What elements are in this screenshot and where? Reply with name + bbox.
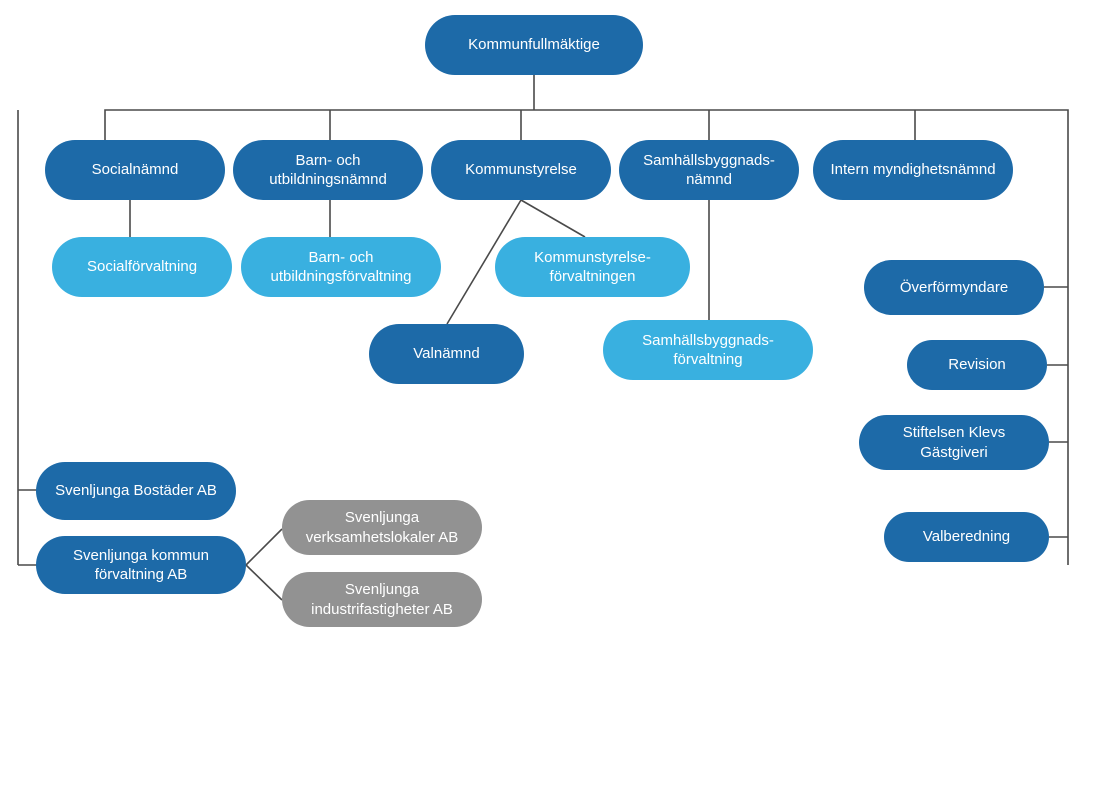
node-label: Kommunfullmäktige xyxy=(468,35,600,55)
node-kstyr: Kommunstyrelse xyxy=(431,140,611,200)
node-label: Samhällsbyggnads-nämnd xyxy=(643,151,775,190)
node-label: Valnämnd xyxy=(413,344,479,364)
edge xyxy=(246,529,282,565)
node-label: Kommunstyrelse xyxy=(465,160,577,180)
node-kforv: Svenljunga kommun förvaltning AB xyxy=(36,536,246,594)
edge xyxy=(246,565,282,600)
node-label: Svenljunga kommun förvaltning AB xyxy=(46,546,236,585)
node-label: Barn- och utbildningsnämnd xyxy=(243,151,413,190)
node-rev: Revision xyxy=(907,340,1047,390)
node-label: Samhällsbyggnads-förvaltning xyxy=(642,331,774,370)
node-root: Kommunfullmäktige xyxy=(425,15,643,75)
node-label: Kommunstyrelse-förvaltningen xyxy=(534,248,651,287)
node-label: Svenljunga industrifastigheter AB xyxy=(292,580,472,619)
node-bost: Svenljunga Bostäder AB xyxy=(36,462,236,520)
node-label: Socialnämnd xyxy=(92,160,179,180)
node-label: Överförmyndare xyxy=(900,278,1008,298)
node-social: Socialnämnd xyxy=(45,140,225,200)
node-label: Svenljunga verksamhetslokaler AB xyxy=(292,508,472,547)
node-barn: Barn- och utbildningsnämnd xyxy=(233,140,423,200)
node-overf: Överförmyndare xyxy=(864,260,1044,315)
node-samforv: Samhällsbyggnads-förvaltning xyxy=(603,320,813,380)
node-socforv: Socialförvaltning xyxy=(52,237,232,297)
node-valb: Valberedning xyxy=(884,512,1049,562)
node-indu: Svenljunga industrifastigheter AB xyxy=(282,572,482,627)
node-label: Valberedning xyxy=(923,527,1010,547)
node-label: Barn- och utbildningsförvaltning xyxy=(251,248,431,287)
node-label: Intern myndighetsnämnd xyxy=(830,160,995,180)
node-label: Revision xyxy=(948,355,1006,375)
node-stift: Stiftelsen Klevs Gästgiveri xyxy=(859,415,1049,470)
node-label: Stiftelsen Klevs Gästgiveri xyxy=(869,423,1039,462)
node-intern: Intern myndighetsnämnd xyxy=(813,140,1013,200)
node-label: Svenljunga Bostäder AB xyxy=(55,481,217,501)
node-samh: Samhällsbyggnads-nämnd xyxy=(619,140,799,200)
node-label: Socialförvaltning xyxy=(87,257,197,277)
node-verk: Svenljunga verksamhetslokaler AB xyxy=(282,500,482,555)
edge xyxy=(521,200,585,237)
edge-layer xyxy=(0,0,1110,800)
node-valn: Valnämnd xyxy=(369,324,524,384)
node-ksforv: Kommunstyrelse-förvaltningen xyxy=(495,237,690,297)
node-barnforv: Barn- och utbildningsförvaltning xyxy=(241,237,441,297)
